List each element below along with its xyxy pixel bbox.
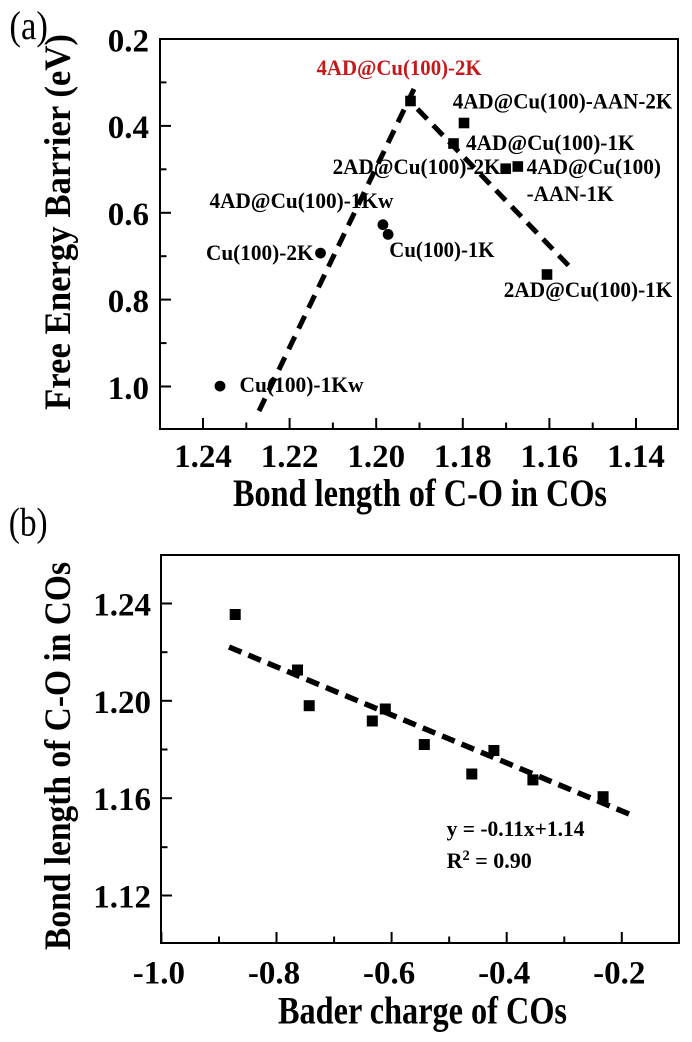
svg-text:1.18: 1.18 xyxy=(434,439,492,475)
svg-text:1.24: 1.24 xyxy=(93,588,151,624)
svg-text:4AD@Cu(100)-1K: 4AD@Cu(100)-1K xyxy=(466,130,635,155)
svg-text:0.2: 0.2 xyxy=(108,23,149,59)
svg-text:-0.2: -0.2 xyxy=(593,956,645,992)
svg-text:0.4: 0.4 xyxy=(108,110,149,146)
svg-text:1.12: 1.12 xyxy=(93,880,151,916)
svg-text:1.20: 1.20 xyxy=(347,439,405,475)
svg-text:Bader charge of COs: Bader charge of COs xyxy=(278,990,567,1033)
svg-text:1.20: 1.20 xyxy=(93,685,151,721)
svg-text:-1.0: -1.0 xyxy=(133,956,185,992)
svg-text:Cu(100)-1K: Cu(100)-1K xyxy=(389,237,494,262)
svg-text:Free Energy Barrier (eV): Free Energy Barrier (eV) xyxy=(38,34,79,410)
svg-text:1.24: 1.24 xyxy=(174,439,232,475)
svg-text:0.8: 0.8 xyxy=(108,284,149,320)
svg-text:Bond length of C-O in COs: Bond length of C-O in COs xyxy=(38,562,79,950)
svg-text:4AD@Cu(100)-2K: 4AD@Cu(100)-2K xyxy=(317,55,482,80)
svg-text:4AD@Cu(100): 4AD@Cu(100) xyxy=(527,154,661,179)
svg-text:y = -0.11x+1.14: y = -0.11x+1.14 xyxy=(447,816,585,841)
svg-text:(b): (b) xyxy=(9,500,48,545)
svg-text:0.6: 0.6 xyxy=(108,197,149,233)
svg-text:1.16: 1.16 xyxy=(521,439,579,475)
svg-text:1.0: 1.0 xyxy=(108,371,149,407)
svg-text:1.22: 1.22 xyxy=(261,439,319,475)
svg-text:-0.8: -0.8 xyxy=(248,956,300,992)
svg-text:4AD@Cu(100)-1Kw: 4AD@Cu(100)-1Kw xyxy=(210,188,394,213)
svg-text:2AD@Cu(100)-2K: 2AD@Cu(100)-2K xyxy=(333,154,501,179)
svg-text:R2 = 0.90: R2 = 0.90 xyxy=(447,848,532,873)
svg-text:1.14: 1.14 xyxy=(607,439,665,475)
svg-text:(a): (a) xyxy=(9,3,48,48)
svg-text:Cu(100)-2K: Cu(100)-2K xyxy=(206,240,314,265)
svg-text:Bond length of C-O in COs: Bond length of C-O in COs xyxy=(233,472,607,515)
svg-text:-0.6: -0.6 xyxy=(363,956,415,992)
svg-text:-AAN-1K: -AAN-1K xyxy=(527,181,614,206)
svg-text:2AD@Cu(100)-1K: 2AD@Cu(100)-1K xyxy=(504,277,673,302)
svg-text:4AD@Cu(100)-AAN-2K: 4AD@Cu(100)-AAN-2K xyxy=(453,89,673,114)
svg-text:-0.4: -0.4 xyxy=(478,956,530,992)
svg-text:Cu(100)-1Kw: Cu(100)-1Kw xyxy=(240,372,364,397)
svg-text:1.16: 1.16 xyxy=(93,782,151,818)
